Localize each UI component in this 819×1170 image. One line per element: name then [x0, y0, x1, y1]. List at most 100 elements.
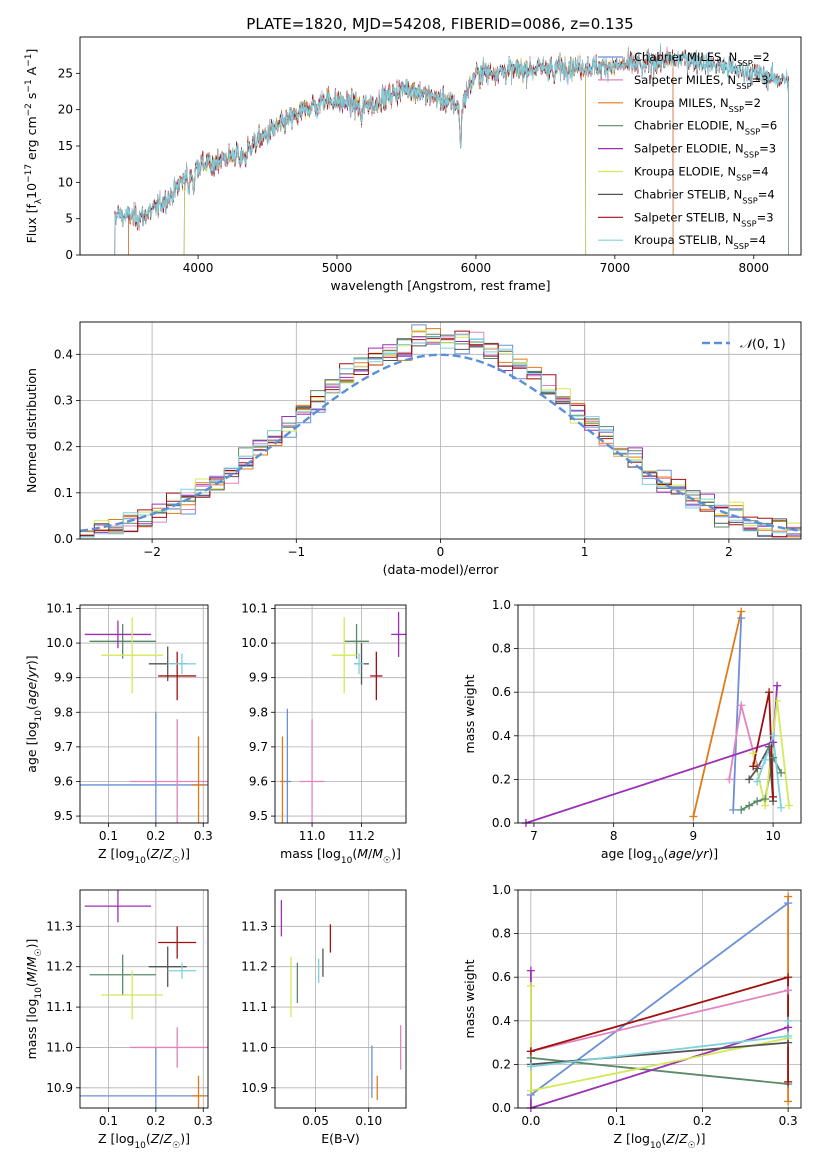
weight-marker [526, 966, 535, 975]
x-tick-label: 4000 [183, 261, 214, 275]
y-axis-label: Normed distribution [24, 368, 39, 493]
y-tick-label: 11.3 [46, 919, 73, 933]
errorbar-point [370, 651, 383, 701]
y-tick-label: 11.1 [46, 1000, 73, 1014]
normal-curve [80, 353, 801, 533]
y-tick-label: 0.4 [492, 1014, 511, 1028]
y-axis-label: mass weight [462, 674, 477, 753]
axes-frame [517, 889, 802, 1109]
y-tick-label: 10.9 [46, 1081, 73, 1095]
y-ticks: 0.0 0.2 0.4 0.6 0.8 1.0 [492, 883, 518, 1115]
axes-frame [274, 604, 407, 824]
weight-marker [689, 812, 698, 821]
y-tick-label: 10.1 [46, 601, 73, 615]
y-tick-label: 9.6 [54, 774, 73, 788]
errorbar-point [80, 1047, 208, 1108]
y-ticks: 10.9 11.0 11.1 11.2 11.3 [46, 919, 80, 1095]
y-tick-label: 1.0 [492, 598, 511, 612]
plot-area [80, 890, 208, 1108]
weight-marker [777, 803, 786, 812]
x-tick-label: 9 [690, 829, 698, 843]
axes-frame [517, 604, 802, 824]
histogram-step [80, 334, 801, 537]
axes-age-vs-Z: 0.1 0.2 0.3 9.5 9.6 9.7 9.8 9.9 10.0 10.1 Z [log10… [24, 601, 213, 866]
y-tick-label: 0.8 [492, 927, 511, 941]
x-tick-label: 0 [437, 545, 445, 559]
legend-label: Kroupa STELIB, NSSP=4 [634, 233, 766, 251]
y-tick-label: 10 [58, 175, 73, 189]
figure-title: PLATE=1820, MJD=54208, FIBERID=0086, z=0… [246, 15, 633, 33]
weight-marker [769, 792, 778, 801]
axes-frame [79, 889, 209, 1109]
legend-label: 𝒩(0, 1) [740, 336, 786, 351]
plot-area [275, 890, 406, 1108]
axes-mass-vs-Z: 0.1 0.2 0.3 10.9 11.0 11.1 11.2 11.3 Z [log10(Z/… [24, 889, 213, 1151]
weight-marker [729, 805, 738, 814]
errorbar-point [84, 890, 152, 923]
x-tick-label: 0.1 [99, 829, 118, 843]
x-ticks: 0.1 0.2 0.3 [99, 823, 213, 843]
x-axis-label: E(B-V) [321, 1131, 360, 1146]
y-tick-label: 0.4 [492, 729, 511, 743]
y-tick-label: 9.7 [54, 740, 73, 754]
y-axis-label: mass [log10(M/M☉)] [24, 939, 44, 1060]
x-tick-label: 0.2 [693, 1114, 712, 1128]
plot-area [114, 42, 789, 255]
weight-marker [773, 681, 782, 690]
weight-marker [765, 688, 774, 697]
weight-marker [761, 755, 770, 764]
errorbar-point [191, 1075, 206, 1108]
x-tick-label: 0.2 [146, 829, 165, 843]
legend-label: Kroupa MILES, NSSP=2 [634, 96, 761, 114]
x-tick-label: 2 [725, 545, 733, 559]
weight-line [530, 989, 789, 1053]
plot-area [275, 605, 406, 823]
weight-marker [777, 768, 786, 777]
errorbar-point [158, 651, 197, 701]
weight-marker [737, 607, 746, 616]
x-tick-label: 7000 [600, 261, 631, 275]
x-tick-label: 0.05 [302, 1114, 329, 1128]
errorbar-point [354, 653, 364, 675]
weight-line [740, 754, 782, 811]
plot-area [518, 605, 801, 823]
y-tick-label: 0 [65, 248, 73, 262]
errorbar-point [299, 719, 325, 823]
axes-weight-vs-Z: 0.0 0.1 0.2 0.3 0.0 0.2 0.4 0.6 0.8 1.0 Z [log10(Z… [462, 883, 802, 1151]
x-tick-label: 7 [530, 829, 538, 843]
axes-frame [274, 889, 407, 1109]
x-ticks: 0.05 0.10 [302, 1108, 382, 1128]
weight-marker [769, 753, 778, 762]
spectrum-line [114, 42, 789, 255]
y-tick-label: 1.0 [492, 883, 511, 897]
y-tick-label: 11.0 [241, 1040, 268, 1054]
errorbar-point [101, 617, 163, 694]
x-tick-label: −2 [143, 545, 161, 559]
y-tick-label: 0.1 [54, 486, 73, 500]
x-tick-label: 5000 [322, 261, 353, 275]
y-ticks: 9.5 9.6 9.7 9.8 9.9 10.0 10.1 [241, 601, 275, 823]
weight-line [748, 743, 774, 802]
errorbar-point [167, 962, 197, 979]
weight-marker [749, 749, 758, 758]
y-tick-label: 11.1 [241, 1000, 268, 1014]
x-tick-label: 0.1 [99, 1114, 118, 1128]
y-ticks: 0 5 10 15 20 25 [58, 66, 80, 262]
legend-label: Chabrier STELIB, NSSP=4 [634, 187, 775, 205]
weight-marker [725, 775, 734, 784]
spectrum-legend: Chabrier MILES, NSSP=2 Salpeter MILES, NS… [598, 50, 777, 251]
y-tick-label: 9.7 [249, 740, 268, 754]
errorbar-point [191, 736, 206, 823]
weight-marker [749, 762, 758, 771]
y-tick-label: 25 [58, 66, 73, 80]
y-tick-label: 0.2 [492, 772, 511, 786]
y-tick-label: 10.1 [241, 601, 268, 615]
legend-label: Salpeter ELODIE, NSSP=3 [634, 142, 776, 160]
x-tick-label: 6000 [461, 261, 492, 275]
y-tick-label: 0.3 [54, 393, 73, 407]
x-axis-label: Z [log10(Z/Z☉)] [98, 846, 190, 866]
errorbar-point [331, 617, 357, 694]
y-tick-label: 9.9 [249, 671, 268, 685]
weight-line [732, 618, 743, 810]
y-tick-label: 0.0 [492, 816, 511, 830]
